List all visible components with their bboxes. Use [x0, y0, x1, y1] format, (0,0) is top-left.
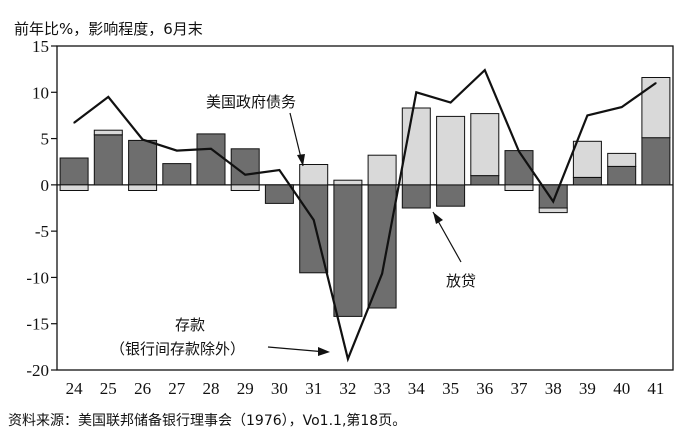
bar-gov-debt-25	[93, 129, 123, 136]
annotation-lending-arrowhead	[433, 212, 443, 224]
lending-point-35	[449, 101, 452, 104]
x-tick-label: 24	[66, 379, 84, 398]
bar-deposit-32	[333, 184, 363, 317]
bar-deposit-36	[470, 175, 500, 186]
y-tick-label: 0	[41, 176, 50, 195]
x-tick-label: 31	[305, 379, 322, 398]
bar-gov-debt-29	[230, 184, 260, 191]
bar-gov-debt-24	[59, 184, 89, 191]
lending-line-group	[73, 68, 657, 363]
lending-point-29	[244, 173, 246, 176]
x-ticks: 24 25 26 27 28 29 30 31 32 33 34 35 36 37 38 39 40 41	[66, 379, 665, 398]
lending-point-33	[381, 272, 383, 275]
y-ticks: 15 10 5 0 -5 -10 -15 -20	[26, 37, 57, 380]
bar-gov-debt-32	[333, 179, 363, 186]
x-tick-label: 25	[100, 379, 117, 398]
source-note: 资料来源：美国联邦储备银行理事会（1976），Vo1.1,第18页。	[8, 413, 407, 429]
bar-deposit-40	[607, 165, 637, 186]
bars-group	[59, 77, 671, 317]
bar-gov-debt-31	[299, 164, 329, 186]
chart-svg: 前年比%，影响程度，6月末 15 10 5 0 -5 -10 -15 -20 24 25 26 27…	[14, 20, 674, 398]
x-tick-label: 26	[134, 379, 151, 398]
x-tick-label: 30	[271, 379, 288, 398]
y-tick-label: -15	[26, 315, 49, 334]
bar-deposit-26	[128, 139, 158, 186]
bar-deposit-34	[401, 184, 431, 209]
bar-deposit-25	[93, 134, 123, 186]
bar-deposit-41	[641, 137, 671, 186]
annotation-deposit-arrow	[267, 346, 327, 353]
lending-point-39	[586, 114, 589, 117]
x-tick-label: 41	[647, 379, 664, 398]
annotation-deposit-1: 存款	[175, 316, 205, 334]
y-tick-label: 10	[32, 83, 49, 102]
lending-point-25	[107, 96, 110, 98]
bar-gov-debt-36	[470, 113, 500, 177]
bar-gov-debt-35	[436, 115, 466, 186]
lending-point-28	[210, 148, 212, 150]
bar-deposit-27	[162, 163, 192, 186]
lending-point-34	[415, 91, 418, 94]
bar-deposit-30	[264, 184, 294, 204]
x-tick-label: 36	[476, 379, 493, 398]
x-tick-label: 28	[203, 379, 220, 398]
plot-frame	[56, 45, 674, 371]
y-tick-label: -10	[26, 268, 49, 287]
x-tick-label: 38	[545, 379, 562, 398]
annotation-gov-debt: 美国政府债务	[206, 93, 296, 111]
annotation-lending: 放贷	[446, 272, 476, 290]
lending-point-30	[278, 169, 281, 171]
x-tick-label: 39	[579, 379, 596, 398]
bar-gov-debt-39	[572, 140, 602, 178]
lending-point-32	[347, 358, 349, 360]
bar-gov-debt-41	[641, 77, 671, 139]
lending-point-26	[141, 138, 144, 141]
y-tick-label: -5	[35, 222, 49, 241]
annotation-gov-debt-arrowhead	[297, 154, 305, 166]
lending-point-38	[552, 200, 554, 203]
lending-point-41	[655, 82, 657, 84]
bar-gov-debt-26	[128, 184, 158, 191]
x-tick-label: 32	[339, 379, 356, 398]
lending-point-31	[312, 219, 315, 221]
lending-line	[73, 68, 657, 363]
lending-point-36	[484, 69, 486, 71]
y-tick-label: -20	[26, 361, 49, 380]
bar-gov-debt-40	[607, 152, 637, 167]
x-tick-label: 29	[237, 379, 254, 398]
x-tick-label: 40	[613, 379, 630, 398]
bar-gov-debt-37	[504, 184, 534, 191]
bar-gov-debt-38	[538, 207, 568, 214]
x-tick-label: 37	[511, 379, 529, 398]
bar-deposit-33	[367, 184, 397, 309]
bar-deposit-28	[196, 133, 226, 186]
bar-gov-debt-33	[367, 154, 397, 186]
bar-deposit-35	[436, 184, 466, 207]
annotation-deposit-2: （银行间存款除外）	[110, 340, 245, 358]
lending-point-24	[73, 122, 75, 124]
y-axis-label: 前年比%，影响程度，6月末	[14, 20, 203, 38]
lending-point-37	[518, 150, 520, 153]
lending-point-40	[620, 106, 623, 108]
lending-point-27	[176, 149, 178, 152]
y-tick-label: 5	[41, 130, 50, 149]
x-tick-label: 35	[442, 379, 459, 398]
bar-deposit-24	[59, 157, 89, 186]
bar-deposit-39	[572, 177, 602, 186]
x-tick-label: 34	[408, 379, 426, 398]
y-tick-label: 15	[32, 37, 49, 56]
annotation-deposit-arrowhead	[318, 347, 330, 356]
x-tick-label: 27	[168, 379, 186, 398]
x-tick-label: 33	[374, 379, 391, 398]
